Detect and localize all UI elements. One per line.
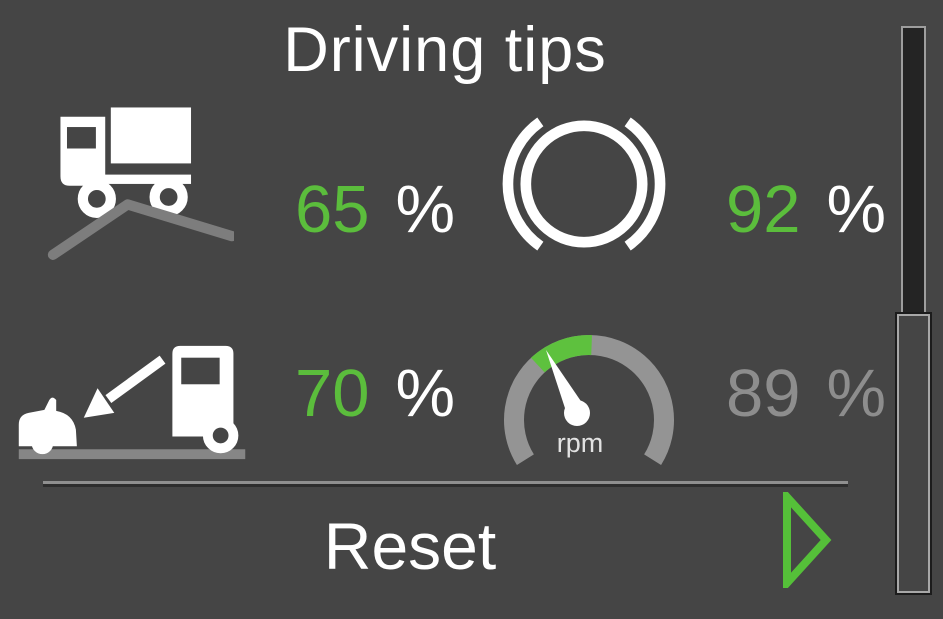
- reset-button[interactable]: Reset: [260, 506, 560, 586]
- metric-anticipation-value: 70%: [295, 360, 455, 427]
- metric-unit: %: [826, 356, 887, 431]
- rpm-gauge-icon: [494, 330, 684, 472]
- metric-uphill-downhill-value: 65%: [295, 176, 455, 243]
- metric-number: 70: [295, 356, 370, 431]
- next-arrow-icon: [780, 486, 832, 594]
- scrollbar-thumb[interactable]: [897, 314, 930, 593]
- metric-unit: %: [395, 172, 456, 247]
- brake-icon: [487, 106, 681, 262]
- rpm-gauge-label: rpm: [556, 428, 604, 458]
- scrollbar: [895, 26, 933, 593]
- metric-unit: %: [395, 356, 456, 431]
- metric-number: 89: [726, 356, 801, 431]
- metric-rpm-value: 89%: [726, 360, 886, 427]
- metric-number: 92: [726, 172, 801, 247]
- truck-distance-icon: [14, 338, 252, 466]
- footer-divider: [43, 481, 848, 484]
- scrollbar-track[interactable]: [901, 26, 926, 316]
- next-arrow-button[interactable]: [778, 486, 834, 594]
- metric-number: 65: [295, 172, 370, 247]
- page-title: Driving tips: [283, 15, 607, 85]
- metric-unit: %: [826, 172, 887, 247]
- metric-braking-value: 92%: [726, 176, 886, 243]
- truck-on-hill-icon: [38, 100, 238, 266]
